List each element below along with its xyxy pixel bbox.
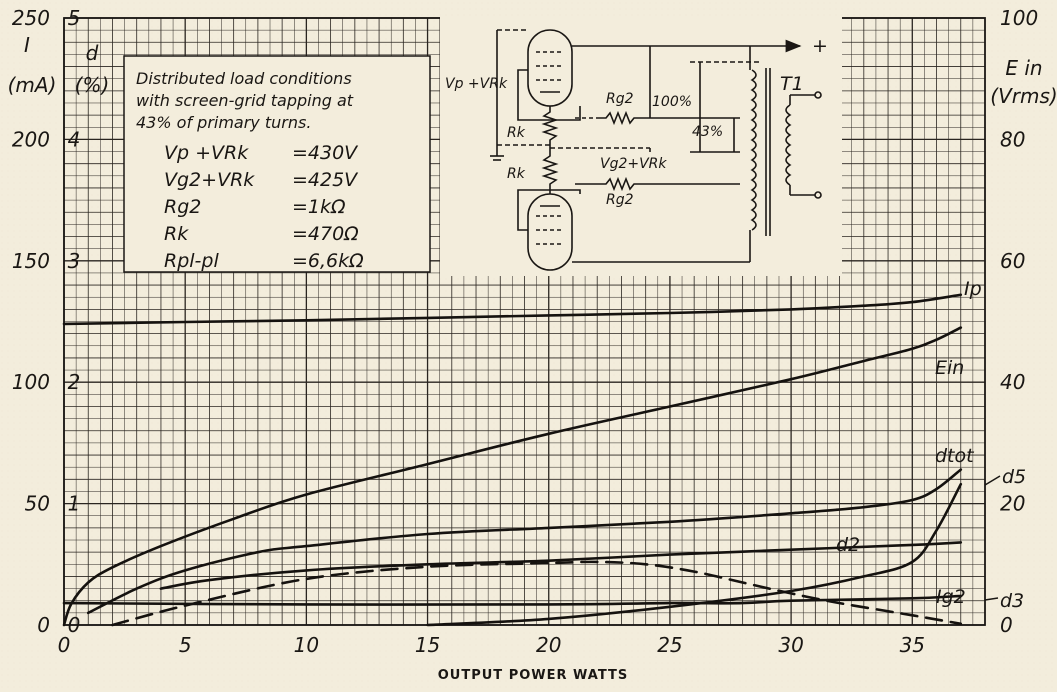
- ein-tick-label: 100: [1000, 6, 1038, 30]
- rk-bottom-resistor-icon: [541, 150, 559, 194]
- param-name-vg2: Vg2+VRk: [164, 169, 255, 191]
- curve-label-d5: d5: [1002, 466, 1026, 488]
- schematic-label-vp: Vp +VRk: [445, 76, 508, 92]
- x-tick-label: 25: [657, 633, 682, 657]
- param-value-rk: =470Ω: [292, 223, 359, 245]
- conditions-line-2: with screen-grid tapping at: [136, 91, 354, 110]
- schematic-label-rg2-top: Rg2: [606, 91, 634, 107]
- x-tick-label: 35: [900, 633, 925, 657]
- param-value-vp: =430V: [292, 142, 359, 164]
- output-terminal-icon: [814, 91, 822, 99]
- current-tick-label: 0: [37, 613, 50, 637]
- current-tick-label: 50: [25, 492, 50, 516]
- ein-tick-label: 20: [1000, 492, 1025, 516]
- ein-axis-unit: (Vrms): [990, 84, 1057, 108]
- schematic-label-vg2: Vg2+VRk: [600, 156, 667, 172]
- x-tick-label: 5: [179, 633, 192, 657]
- right-axis-ein-title: E in (Vrms): [990, 56, 1057, 108]
- series-line-d3: [62, 594, 963, 606]
- conditions-line-1: Distributed load conditions: [136, 69, 352, 88]
- current-tick-label: 250: [12, 6, 50, 30]
- distortion-tick-label: 1: [68, 492, 81, 516]
- distortion-axis-symbol: d: [86, 41, 99, 65]
- schematic-labels: Vp +VRk Rk Rk Rg2 Rg2 Vg2+VRk 100% 43% T…: [445, 35, 828, 208]
- param-name-rplpl: Rpl-pl: [164, 250, 219, 272]
- conditions-line-3: 43% of primary turns.: [136, 113, 311, 132]
- param-name-rk: Rk: [164, 223, 189, 245]
- curve-labels: Ip Ein dtot d5 d2 Ig2 d3: [836, 278, 1026, 612]
- curves: [62, 293, 963, 627]
- distortion-tick-label: 5: [68, 6, 81, 30]
- series-line-d2: [159, 541, 963, 590]
- rg2-top-resistor-icon: [598, 110, 648, 126]
- transformer-primary-icon: [750, 69, 757, 231]
- conditions-box: Distributed load conditions with screen-…: [123, 55, 431, 273]
- param-name-vp: Vp +VRk: [164, 142, 249, 164]
- x-axis-title: OUTPUT POWER WATTS: [438, 668, 629, 683]
- current-tick-label: 200: [12, 127, 50, 151]
- schematic-label-t1: T1: [780, 73, 804, 95]
- x-tick-label: 10: [294, 633, 319, 657]
- left-axis-current-title: I (mA): [8, 33, 57, 97]
- x-tick-label: 0: [58, 633, 71, 657]
- series-line-dtot: [86, 468, 963, 615]
- series-line-ig2: [111, 560, 963, 627]
- param-value-rplpl: =6,6kΩ: [292, 250, 364, 272]
- series-line-ein: [62, 326, 963, 627]
- curve-label-ig2: Ig2: [936, 586, 966, 608]
- series-line-ip: [62, 293, 963, 326]
- curve-label-ip: Ip: [964, 278, 982, 300]
- ein-axis-symbol: E in: [1005, 56, 1042, 80]
- ein-tick-label: 40: [1000, 370, 1025, 394]
- distortion-tick-label: 2: [68, 370, 81, 394]
- curve-label-d3: d3: [1000, 590, 1024, 612]
- x-tick-label: 20: [536, 633, 561, 657]
- distortion-tick-label: 4: [68, 127, 81, 151]
- rk-top-resistor-icon: [541, 106, 559, 150]
- distortion-tick-label: 3: [68, 249, 81, 273]
- schematic-label-43pct: 43%: [692, 124, 723, 140]
- current-axis-symbol: I: [24, 33, 30, 57]
- distortion-tick-label: 0: [68, 613, 81, 637]
- transformer-secondary-icon: [785, 104, 792, 186]
- schematic-label-rk-top: Rk: [507, 125, 526, 141]
- schematic-label-100pct: 100%: [652, 94, 692, 110]
- distortion-axis-unit: (%): [75, 73, 110, 97]
- schematic-label-rg2-bottom: Rg2: [606, 192, 634, 208]
- schematic-label-plus: +: [812, 35, 828, 57]
- ein-tick-label: 0: [1000, 613, 1013, 637]
- current-tick-label: 100: [12, 370, 50, 394]
- ein-tick-label: 60: [1000, 249, 1025, 273]
- left-axis-distortion-title: d (%): [75, 41, 110, 97]
- curve-label-d2: d2: [836, 534, 860, 556]
- param-value-vg2: =425V: [292, 169, 359, 191]
- rg2-bottom-resistor-icon: [598, 176, 650, 192]
- schematic-label-rk-bottom: Rk: [507, 166, 526, 182]
- output-terminal-icon: [814, 191, 822, 199]
- ticks: 0 5 10 15 20 25 30 3505010015020025001234502040…: [12, 6, 1038, 657]
- ein-tick-label: 80: [1000, 127, 1025, 151]
- curve-label-ein: Ein: [935, 357, 964, 379]
- current-axis-unit: (mA): [8, 73, 57, 97]
- param-value-rg2: =1kΩ: [292, 196, 346, 218]
- x-tick-label: 30: [778, 633, 803, 657]
- circuit-schematic: [440, 16, 842, 276]
- x-tick-label: 15: [415, 633, 440, 657]
- current-tick-label: 150: [12, 249, 50, 273]
- param-name-rg2: Rg2: [164, 196, 201, 218]
- curve-label-dtot: dtot: [935, 445, 975, 467]
